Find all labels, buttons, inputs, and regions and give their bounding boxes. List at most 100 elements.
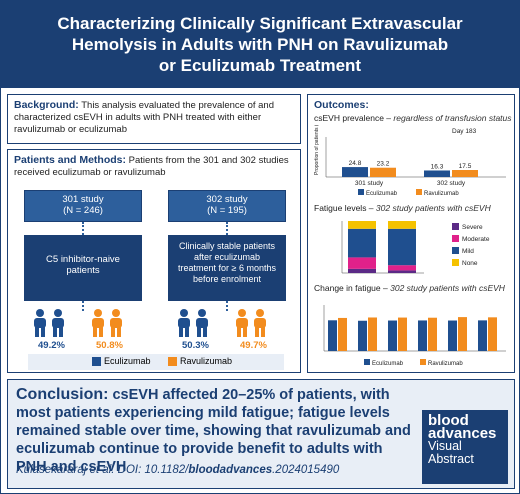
change-title-text: Change in fatigue – xyxy=(314,283,388,293)
fatigue-legend-label: Mild xyxy=(462,248,474,255)
study-302-box: 302 study (N = 195) xyxy=(168,190,286,222)
change-bar-1-ravulizumab xyxy=(368,317,377,351)
people-icons xyxy=(34,309,266,337)
legend-rav-swatch xyxy=(168,357,177,366)
title-line-2: Hemolysis in Adults with PNH on Ravulizu… xyxy=(71,35,449,54)
legend-ecu-label: Eculizumab xyxy=(372,361,404,367)
fatigue-legend-label: Severe xyxy=(462,224,483,231)
bar-301-study-ravulizumab xyxy=(370,167,396,177)
pm-text: Patients from the 301 and 302 studies re… xyxy=(14,155,289,178)
pct-301-ecu: 49.2% xyxy=(38,340,65,351)
citation-suffix: .2024015490 xyxy=(272,464,340,476)
bar-302-study-eculizumab xyxy=(424,170,450,177)
stack-0-none xyxy=(348,221,376,229)
legend-rav-label: Ravulizumab xyxy=(180,356,233,366)
conclusion-heading: Conclusion: xyxy=(16,386,109,403)
legend-rav-label: Ravulizumab xyxy=(428,361,463,367)
prevalence-title-text: csEVH prevalence – xyxy=(314,113,392,123)
stack-0-severe xyxy=(348,268,376,273)
bar-label: 16.3 xyxy=(431,163,444,170)
patients-methods-panel: Patients and Methods: Patients from the … xyxy=(7,149,301,373)
legend-rav-label: Ravulizumab xyxy=(424,191,459,197)
change-bar-5-ravulizumab xyxy=(488,317,497,351)
people-icon-301-rav xyxy=(92,309,122,337)
change-bar-2-ravulizumab xyxy=(398,317,407,351)
y-axis-label: Proportion of patients (%) xyxy=(314,125,320,175)
background-panel: Background: This analysis evaluated the … xyxy=(7,94,301,144)
prevalence-chart: Day 183 Proportion of patients (%) 24.8 23.… xyxy=(314,125,506,197)
change-bar-0-eculizumab xyxy=(328,320,337,351)
logo-line-1: blood xyxy=(428,412,469,429)
legend-rav-swatch xyxy=(416,189,422,195)
bar-301-study-eculizumab xyxy=(342,167,368,177)
pct-302-ecu: 50.3% xyxy=(182,340,209,351)
bar-label: 23.2 xyxy=(377,161,390,168)
study-301-n: (N = 246) xyxy=(63,205,103,216)
bar-label: 24.8 xyxy=(349,160,362,167)
fatigue-subtitle: 302 study patients with csEVH xyxy=(375,203,491,213)
prevalence-subtitle: regardless of transfusion status xyxy=(393,113,512,123)
title-line-1: Characterizing Clinically Significant Ex… xyxy=(57,14,463,33)
stack-1-none xyxy=(388,221,416,229)
bar-label: 17.5 xyxy=(459,163,472,170)
study-301-name: 301 study xyxy=(62,194,104,205)
logo-line-2: advances xyxy=(428,425,497,442)
change-bar-2-eculizumab xyxy=(388,320,397,351)
change-bar-3-ravulizumab xyxy=(428,317,437,351)
change-bar-1-eculizumab xyxy=(358,320,367,351)
prevalence-title: csEVH prevalence – regardless of transfu… xyxy=(314,113,512,123)
change-subtitle: 302 study patients with csEVH xyxy=(390,283,505,293)
study-302-name: 302 study xyxy=(206,194,248,205)
pct-301-rav: 50.8% xyxy=(96,340,123,351)
fatigue-legend-label: Moderate xyxy=(462,236,490,243)
connector-302-b xyxy=(226,301,228,311)
stack-1-moderate xyxy=(388,265,416,271)
background-heading: Background: xyxy=(14,99,79,111)
journal-logo: blood advances Visual Abstract xyxy=(422,410,508,484)
title-line-3: or Eculizumab Treatment xyxy=(158,56,362,75)
pct-302-rav: 49.7% xyxy=(240,340,267,351)
citation-bold: bloodadvances xyxy=(188,464,273,476)
legend-rav-swatch xyxy=(420,359,426,365)
study-301-box: 301 study (N = 246) xyxy=(24,190,142,222)
stack-0-mild xyxy=(348,228,376,258)
connector-301-b xyxy=(82,301,84,311)
legend-ecu-swatch xyxy=(364,359,370,365)
change-bar-0-ravulizumab xyxy=(338,317,347,351)
logo-line-4: Abstract xyxy=(428,452,474,466)
change-bar-4-ravulizumab xyxy=(458,317,467,351)
fatigue-chart: Severe Moderate Mild None xyxy=(341,221,490,274)
study-301-desc-box: C5 inhibitor-naive patients xyxy=(24,235,142,301)
change-chart: Eculizumab Ravulizumab xyxy=(323,305,506,367)
conclusion-text: csEVH affected 20–25% of patients, with … xyxy=(16,387,411,475)
day-label: Day 183 xyxy=(452,128,477,135)
fatigue-legend-swatch xyxy=(452,235,459,242)
study-302-n: (N = 195) xyxy=(207,205,247,216)
pm-heading: Patients and Methods: xyxy=(14,154,127,166)
fatigue-legend-label: None xyxy=(462,260,478,267)
connector-302-a xyxy=(226,222,228,235)
people-icon-302-rav xyxy=(236,309,266,337)
title-banner: Characterizing Clinically Significant Ex… xyxy=(1,1,519,88)
outcomes-panel: Outcomes: csEVH prevalence – regardless … xyxy=(307,94,515,373)
pm-legend: Eculizumab Ravulizumab xyxy=(28,354,284,370)
fatigue-title-text: Fatigue levels – xyxy=(314,203,374,213)
logo-line-3: Visual xyxy=(428,439,462,453)
conclusion-panel: Conclusion: csEVH affected 20–25% of pat… xyxy=(7,379,515,489)
study-301-desc: C5 inhibitor-naive patients xyxy=(46,254,120,276)
people-icon-302-ecu xyxy=(178,309,208,337)
people-icon-301-ecu xyxy=(34,309,64,337)
connector-301-a xyxy=(82,222,84,235)
study-302-desc: Clinically stable patients after eculizu… xyxy=(178,241,276,284)
citation-prefix: Kulasekararaj et al. DOI: 10.1182/ xyxy=(16,464,189,476)
change-bar-4-eculizumab xyxy=(448,320,457,351)
legend-ecu-swatch xyxy=(358,189,364,195)
citation: Kulasekararaj et al. DOI: 10.1182/blooda… xyxy=(16,464,339,476)
background-text: This analysis evaluated the prevalence o… xyxy=(14,100,274,135)
stack-1-severe xyxy=(388,270,416,273)
study-302-desc-box: Clinically stable patients after eculizu… xyxy=(168,235,286,301)
fatigue-legend-swatch xyxy=(452,223,459,230)
legend-ecu-swatch xyxy=(92,357,101,366)
legend-ecu-label: Eculizumab xyxy=(366,191,398,197)
